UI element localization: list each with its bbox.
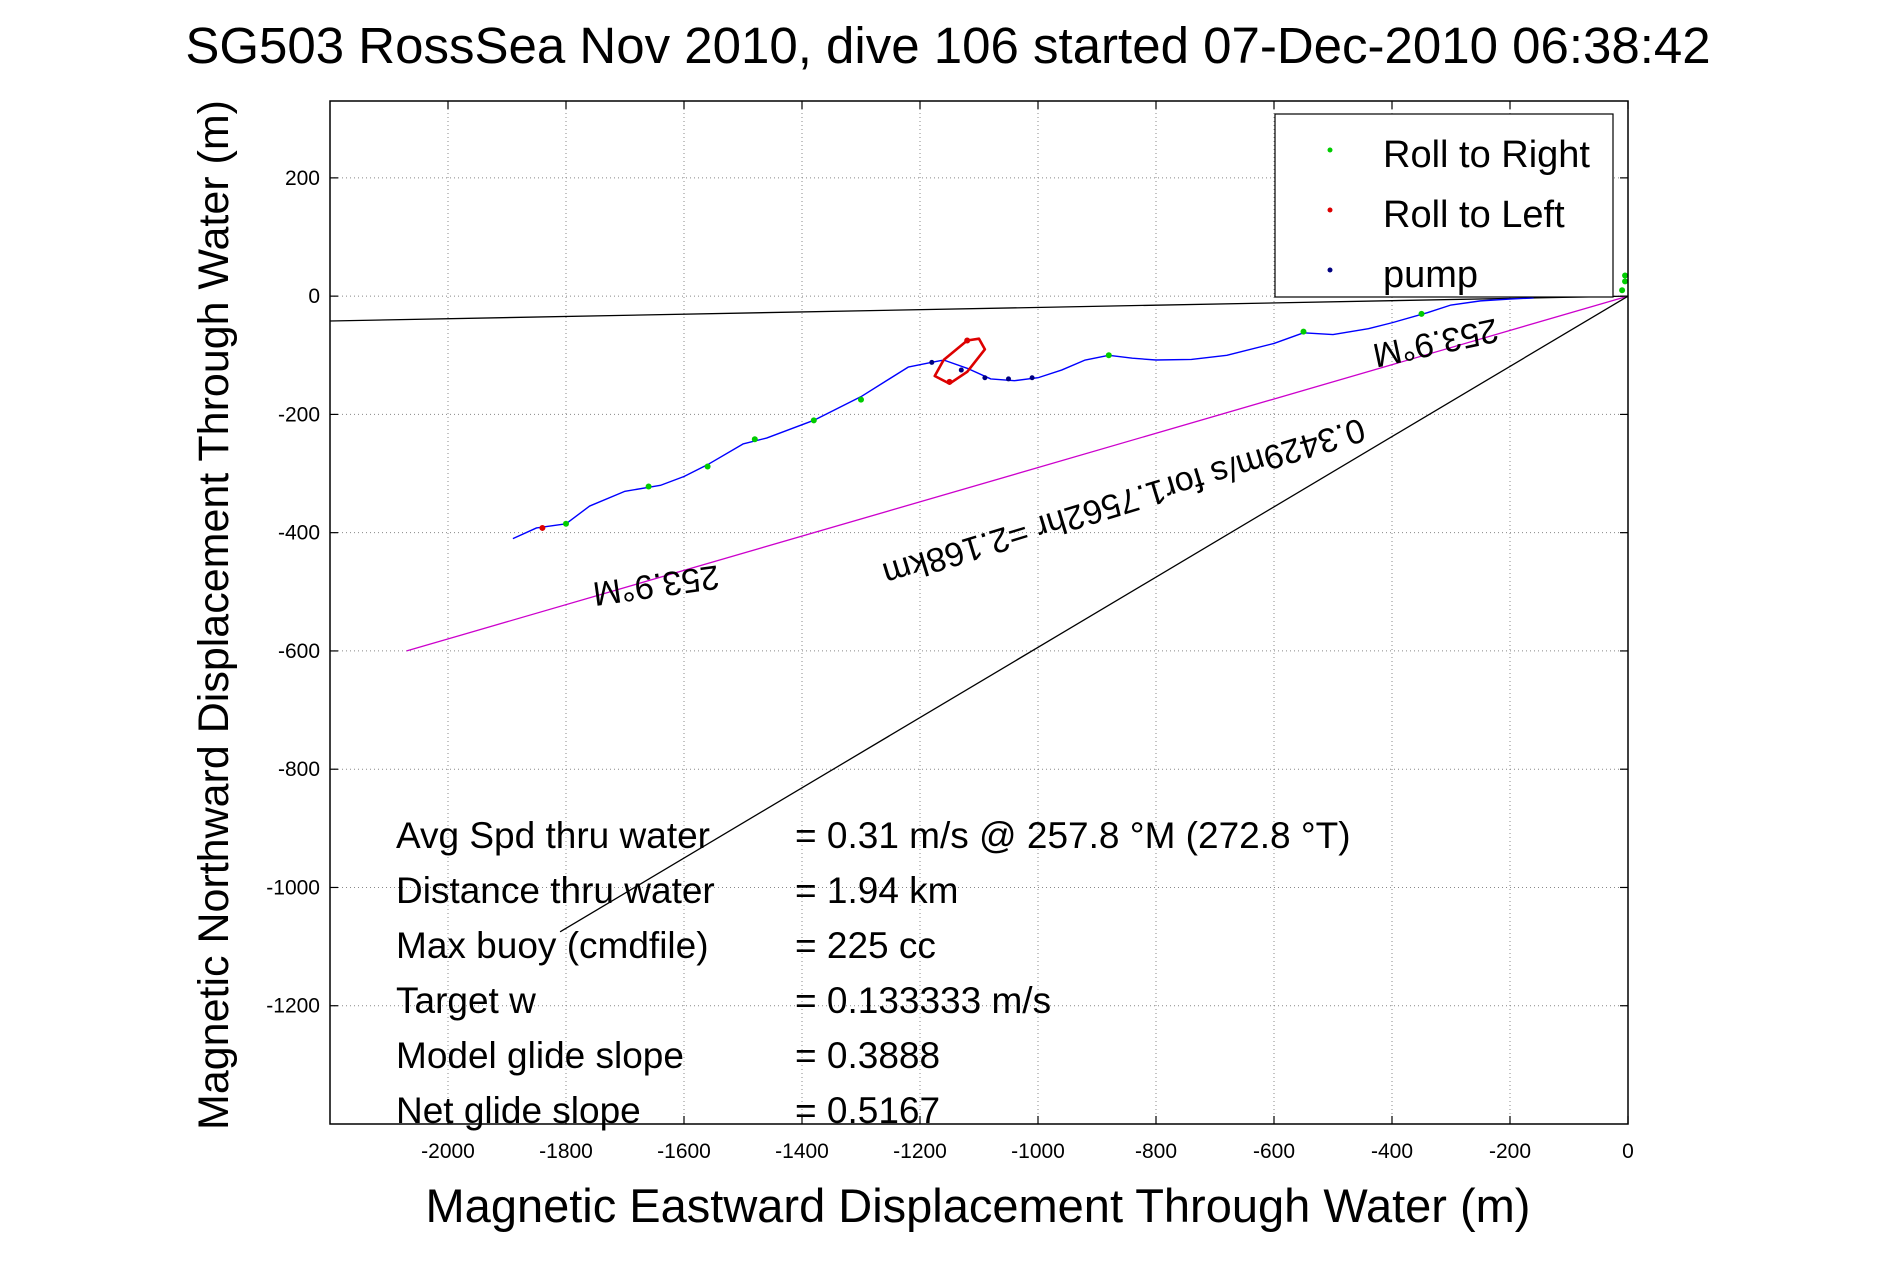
x-tick-label: -2000 [421, 1140, 475, 1163]
x-tick-label: -400 [1371, 1140, 1413, 1163]
marker-roll-right [810, 417, 817, 424]
series-line-track [512, 297, 1534, 540]
plot-area: 253.9°M 0.3429m/s for1.7562hr =2.168km253… [266, 100, 1634, 1163]
marker-pump [982, 375, 988, 381]
marker-roll-right [704, 463, 711, 470]
marker-roll-right [645, 483, 652, 490]
reference-line [406, 295, 1629, 652]
marker-pump [1006, 376, 1011, 382]
annotation-label: Max buoy (cmdfile) [396, 925, 709, 966]
x-tick-label: -1400 [775, 1140, 829, 1163]
annotation-value: = 0.5167 [795, 1090, 940, 1131]
legend-label: Roll to Right [1383, 134, 1590, 176]
x-tick-label: -1800 [539, 1140, 593, 1163]
x-tick-label: 0 [1622, 1140, 1634, 1163]
marker-group [539, 272, 1629, 531]
marker-roll-right [1619, 287, 1626, 294]
y-tick-label: 200 [285, 167, 320, 190]
marker-roll-right [1300, 328, 1307, 335]
y-tick-group: 200 0 -200 -400 -600 -800 -1000 -1200 [266, 167, 1628, 1018]
reference-line [559, 295, 1629, 933]
marker-roll-right [563, 520, 569, 527]
y-tick-label: 0 [308, 285, 320, 308]
x-tick-label: -800 [1135, 1140, 1177, 1163]
annotation-value: = 0.133333 m/s [795, 980, 1051, 1021]
annotation-label: Model glide slope [396, 1035, 684, 1076]
legend-marker [1327, 207, 1333, 213]
reference-lines [329, 295, 1629, 933]
legend: Roll to Right Roll to Left pump [1274, 113, 1614, 298]
x-tick-label: -1200 [893, 1140, 947, 1163]
marker-roll-left [964, 337, 971, 344]
annotation-label: Net glide slope [396, 1090, 641, 1131]
x-tick-label: -200 [1489, 1140, 1531, 1163]
marker-roll-right [858, 396, 864, 403]
legend-box [1274, 113, 1614, 298]
annotation-label: Avg Spd thru water [396, 815, 710, 856]
y-tick-label: -200 [278, 403, 320, 426]
marker-roll-right [1622, 272, 1629, 279]
reference-line [329, 295, 1629, 322]
y-tick-label: -1200 [266, 995, 320, 1018]
chart-title: SG503 RossSea Nov 2010, dive 106 started… [185, 17, 1710, 74]
x-tick-label: -1600 [657, 1140, 711, 1163]
legend-marker [1327, 147, 1333, 153]
annotation-label: Distance thru water [396, 870, 715, 911]
marker-pump [1029, 375, 1035, 381]
axes-frame [329, 100, 1629, 1125]
legend-marker [1327, 267, 1333, 273]
y-axis-label: Magnetic Northward Displacement Through … [190, 100, 238, 1130]
marker-roll-right [1418, 310, 1425, 317]
x-axis-label: Magnetic Eastward Displacement Through W… [426, 1179, 1531, 1232]
x-tick-label: -1000 [1011, 1140, 1065, 1163]
marker-roll-right [751, 436, 758, 443]
marker-roll-left [946, 378, 953, 385]
grid [330, 101, 1629, 1124]
annotation-value: = 225 cc [795, 925, 936, 966]
annotation-value: = 1.94 km [795, 870, 959, 911]
annotation-value: = 0.31 m/s @ 257.8 °M (272.8 °T) [795, 815, 1351, 856]
y-tick-label: -600 [278, 640, 320, 663]
y-tick-label: -800 [278, 758, 320, 781]
marker-roll-right [1105, 352, 1112, 359]
legend-label: Roll to Left [1383, 194, 1565, 236]
x-tick-label: -600 [1253, 1140, 1295, 1163]
marker-roll-right [1622, 278, 1629, 285]
x-tick-group: -2000 -1800 -1600 -1400 -1200 -1000 -800 -600 -4… [421, 101, 1634, 1163]
annotation-value: = 0.3888 [795, 1035, 940, 1076]
marker-roll-left [539, 524, 546, 531]
annotation-group: Avg Spd thru water = 0.31 m/s @ 257.8 °M … [396, 815, 1351, 1131]
y-tick-label: -1000 [266, 876, 320, 899]
annotation-label: Target w [396, 980, 536, 1021]
y-tick-label: -400 [278, 522, 320, 545]
marker-pump [929, 359, 935, 365]
legend-label: pump [1383, 254, 1478, 296]
marker-pump [958, 367, 964, 373]
